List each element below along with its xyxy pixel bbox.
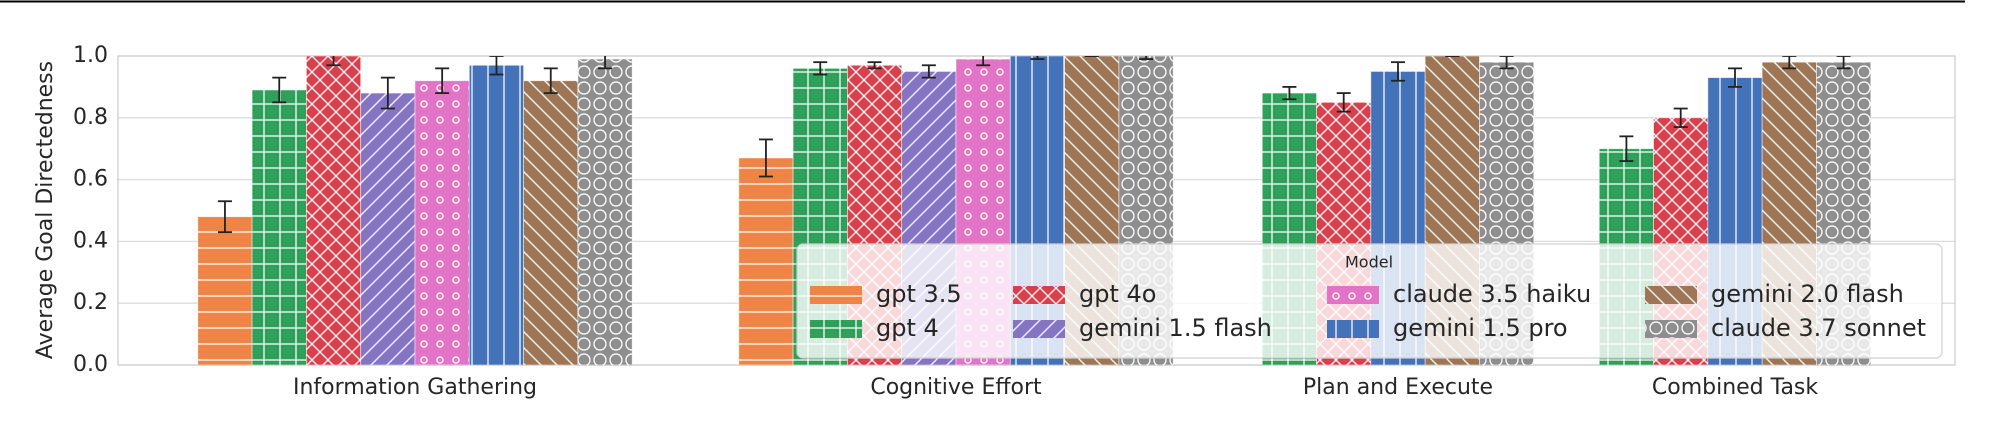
legend-swatch — [1645, 320, 1697, 338]
error-bar — [1282, 86, 1297, 101]
y-tick-label: 0.6 — [73, 167, 108, 192]
error-bar — [1499, 56, 1514, 70]
y-tick-label: 1.0 — [73, 43, 108, 68]
x-tick-label: Plan and Execute — [1303, 375, 1493, 400]
y-tick-label: 0.0 — [73, 352, 108, 377]
legend-label: claude 3.7 sonnet — [1711, 314, 1926, 342]
legend-swatch — [1327, 320, 1379, 338]
legend-label: gemini 1.5 pro — [1393, 314, 1568, 342]
error-bar — [1728, 67, 1742, 88]
error-bar — [217, 200, 232, 234]
bar — [414, 80, 470, 365]
error-bar — [1139, 56, 1154, 60]
bar — [305, 56, 362, 365]
x-tick-label: Combined Task — [1652, 375, 1819, 400]
legend-swatch — [1013, 286, 1065, 304]
bar — [251, 89, 307, 365]
error-bar — [921, 64, 936, 79]
legend-label: gemini 1.5 flash — [1079, 314, 1272, 342]
error-bar — [758, 138, 773, 178]
legend-swatch — [1327, 286, 1379, 304]
legend-label: claude 3.5 haiku — [1393, 280, 1591, 308]
y-tick-label: 0.2 — [73, 290, 108, 315]
bar — [468, 64, 524, 365]
error-bar — [1030, 56, 1045, 60]
legend-title: Model — [1345, 253, 1393, 272]
legend-swatch — [810, 286, 862, 304]
legend-swatch — [1645, 286, 1697, 304]
legend-swatch — [1013, 320, 1065, 338]
error-bar — [1673, 107, 1688, 128]
bar — [197, 216, 253, 365]
y-tick-label: 0.4 — [73, 228, 108, 253]
error-bar — [813, 61, 828, 76]
bar — [577, 58, 633, 365]
x-tick-label: Cognitive Effort — [870, 375, 1042, 400]
x-tick-label: Information Gathering — [293, 375, 537, 400]
error-bar — [489, 56, 504, 76]
legend-label: gemini 2.0 flash — [1711, 280, 1904, 308]
error-bar — [976, 56, 991, 67]
error-bar — [1391, 61, 1405, 82]
legend-label: gpt 4o — [1079, 280, 1156, 308]
error-bar — [326, 56, 341, 67]
legend-label: gpt 3.5 — [876, 280, 962, 308]
error-bar — [272, 76, 287, 104]
legend-swatch — [810, 320, 862, 338]
error-bar — [1619, 135, 1634, 162]
error-bar — [867, 61, 882, 70]
error-bar — [543, 67, 558, 94]
error-bar — [1336, 92, 1351, 113]
error-bar — [598, 56, 613, 70]
error-bar — [1782, 56, 1797, 70]
y-tick-label: 0.8 — [73, 105, 108, 130]
error-bar — [380, 76, 395, 110]
error-bar — [1836, 56, 1851, 70]
legend-label: gpt 4 — [876, 314, 939, 342]
y-axis-label: Average Goal Directedness — [33, 61, 58, 359]
bar — [360, 92, 416, 365]
bar — [523, 80, 579, 365]
bar — [738, 157, 794, 365]
error-bar — [435, 67, 450, 94]
